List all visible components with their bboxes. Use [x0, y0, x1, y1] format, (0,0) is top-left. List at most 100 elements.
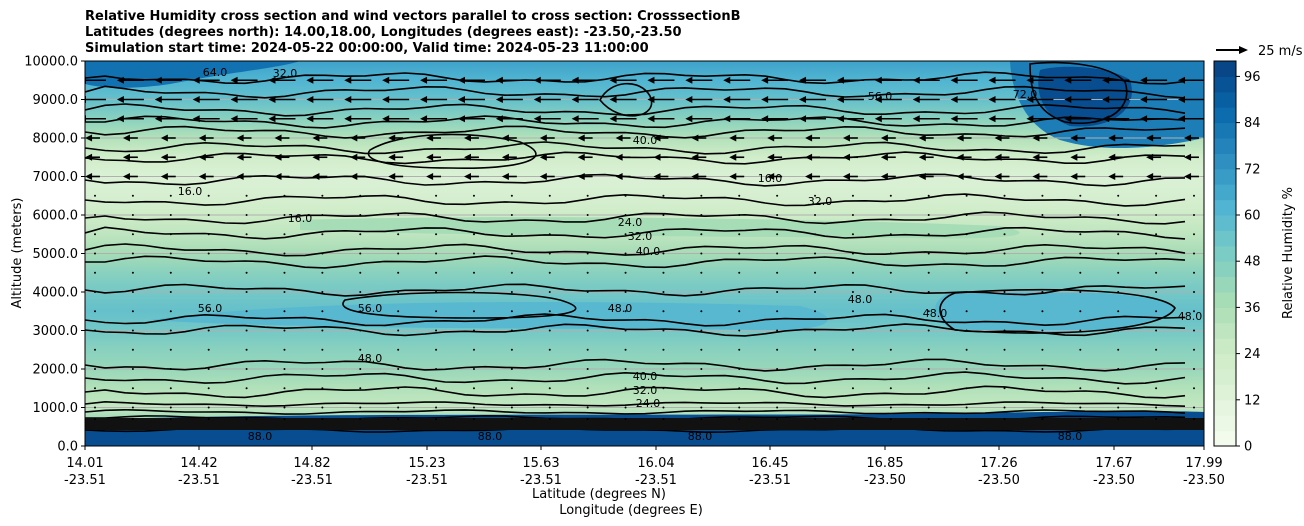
- contour-line-closed: [599, 82, 653, 117]
- wind-vector-dot: [624, 291, 627, 293]
- wind-vector-dot: [700, 348, 703, 351]
- wind-vector-dot: [131, 406, 134, 409]
- wind-vector-dot: [624, 368, 627, 370]
- wind-vector-head: [192, 96, 200, 103]
- wind-vector-head: [836, 76, 844, 84]
- wind-vector-head: [420, 115, 428, 123]
- wind-vector-dot: [94, 368, 96, 370]
- wind-vector-dot: [776, 310, 779, 313]
- wind-vector-head: [609, 76, 617, 84]
- wind-vector-head: [1102, 96, 1110, 103]
- wind-vector-head: [344, 76, 352, 84]
- wind-vector-dot: [94, 418, 96, 421]
- wind-vector-dot: [548, 406, 551, 409]
- wind-vector-dot: [1041, 329, 1044, 332]
- wind-vector-dot: [548, 233, 551, 236]
- wind-vector-dot: [169, 233, 172, 236]
- wind-vector-head: [1140, 96, 1148, 103]
- wind-vector-dot: [131, 291, 134, 293]
- wind-vector-head: [799, 76, 807, 84]
- wind-vector-dot: [1079, 348, 1082, 351]
- contour-line: [85, 103, 1186, 117]
- wind-vector-head: [918, 134, 926, 142]
- contour-line: [85, 173, 1186, 187]
- wind-vector-head: [85, 153, 93, 161]
- wind-vector-dot: [851, 348, 854, 351]
- wind-vector-dot: [776, 252, 779, 255]
- wind-vector-head: [420, 96, 428, 103]
- wind-vector-dot: [776, 348, 779, 351]
- contour-label: 16.0: [178, 185, 203, 198]
- wind-vector-head: [501, 134, 509, 142]
- wind-vector-dot: [1003, 406, 1006, 409]
- wind-vector-dot: [1079, 406, 1082, 409]
- contour-line: [85, 71, 1186, 85]
- wind-vector-dot: [662, 329, 665, 332]
- wind-vector-head: [116, 96, 124, 103]
- wind-vector-dot: [586, 418, 589, 421]
- wind-vector-head: [767, 134, 775, 142]
- wind-vector-dot: [207, 291, 210, 293]
- colorbar-tick-label: 84: [1244, 116, 1261, 131]
- wind-vector-head: [533, 76, 541, 84]
- wind-vector-dot: [700, 406, 703, 409]
- wind-vector-head: [691, 134, 699, 142]
- wind-vector-dot: [1079, 329, 1082, 332]
- wind-vector-dot: [131, 233, 134, 236]
- wind-vector-dot: [94, 310, 96, 313]
- wind-vector-head: [1064, 96, 1072, 103]
- x-tick-label-lon: -23.51: [635, 473, 677, 488]
- x-axis: 14.01 -23.51 14.42 -23.51 14.82 -23.51 15.23 -2…: [64, 446, 1225, 488]
- wind-vector-dot: [1193, 348, 1195, 351]
- wind-vector-dot: [397, 368, 400, 370]
- contour-label: 40.0: [636, 245, 661, 258]
- wind-vector-dot: [321, 406, 324, 409]
- y-tick-label: 0.0: [57, 440, 78, 455]
- wind-vector-dot: [662, 291, 665, 293]
- wind-vector-head: [842, 134, 850, 142]
- wind-vector-dot: [359, 271, 362, 274]
- wind-vector-dot: [131, 194, 134, 197]
- wind-vector-dot: [1079, 252, 1082, 255]
- contour-line: [85, 283, 1186, 297]
- wind-vector-head: [767, 153, 775, 161]
- wind-vector-dot: [927, 310, 930, 313]
- wind-vector-dot: [851, 387, 854, 390]
- wind-vector-dot: [131, 418, 134, 421]
- wind-vector-dot: [624, 233, 627, 236]
- wind-vector-dot: [814, 291, 817, 293]
- wind-vector-head: [912, 96, 920, 103]
- wind-vector-head: [1064, 115, 1072, 123]
- wind-vector-head: [501, 153, 509, 161]
- wind-vector-dot: [359, 214, 362, 216]
- contour-line: [85, 313, 1186, 327]
- wind-vector-head: [685, 96, 693, 103]
- wind-vector-head: [691, 173, 699, 180]
- wind-vector-head: [912, 115, 920, 123]
- wind-vector-head: [160, 153, 168, 161]
- wind-vector-dot: [776, 233, 779, 236]
- wind-vector-head: [615, 173, 623, 180]
- wind-vector-head: [312, 173, 320, 180]
- quiver-key: 25 m/s: [1216, 44, 1303, 59]
- colorbar-band: [1214, 168, 1236, 185]
- x-tick-label-lat: 15.23: [408, 456, 445, 471]
- contour-label: 32.0: [273, 67, 298, 80]
- wind-vector-head: [464, 173, 472, 180]
- wind-vector-dot: [321, 329, 324, 332]
- wind-vector-dot: [283, 348, 286, 351]
- wind-vector-dot: [927, 194, 930, 197]
- wind-vector-dot: [283, 271, 286, 274]
- contour-label: 48.0: [923, 307, 948, 320]
- wind-vector-head: [268, 115, 276, 123]
- colorbar-band: [1214, 384, 1236, 401]
- wind-vector-dot: [548, 214, 551, 216]
- wind-vector-dot: [776, 387, 779, 390]
- colorbar-tick-label: 36: [1244, 301, 1261, 316]
- wind-vector-head: [388, 173, 396, 180]
- wind-vector-head: [685, 115, 693, 123]
- wind-vector-dot: [889, 387, 892, 390]
- wind-vector-dot: [700, 418, 703, 421]
- wind-vector-dot: [397, 348, 400, 351]
- wind-vector-dot: [1155, 406, 1158, 409]
